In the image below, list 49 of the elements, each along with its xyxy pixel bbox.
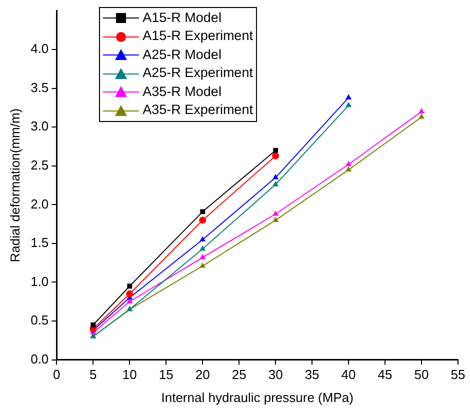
x-tick-label: 10 [122,367,137,382]
point [127,284,132,289]
y-tick-label: 1.5 [30,235,49,250]
y-axis-title: Radial deformation(mm/m) [7,108,22,262]
point [346,102,352,108]
point [272,174,279,180]
point [200,245,206,251]
legend-label: A25-R Experiment [142,64,253,82]
x-tick-label: 40 [341,367,356,382]
point [418,108,425,114]
y-tick-label: 4.0 [30,41,49,56]
y-tick-label: 0.5 [30,312,49,328]
x-tick-label: 45 [378,367,392,382]
x-tick-label: 15 [158,367,174,382]
point [346,94,352,100]
legend-label: A15-R Experiment [142,27,253,46]
y-tick-label: 2.0 [30,196,49,212]
point [272,181,279,186]
x-tick-label: 50 [414,367,429,382]
point [272,152,280,160]
point [346,160,352,166]
point [418,114,425,119]
y-tick-label: 3.0 [30,118,49,134]
y-tick-label: 1.0 [30,274,49,289]
x-tick-label: 20 [195,367,210,382]
legend-label: A35-R Experiment [142,101,253,120]
legend-label: A25-R Model [142,46,222,64]
x-tick-label: 30 [268,367,283,382]
point [200,254,206,260]
legend-label: A35-R Model [142,82,222,101]
point [200,262,206,268]
x-tick-label: 55 [450,367,466,382]
point [273,148,278,153]
x-tick-label: 0 [53,367,60,382]
point [199,216,206,224]
point [200,209,206,214]
y-tick-label: 3.5 [30,80,49,95]
point [90,322,96,328]
x-tick-label: 5 [90,367,97,382]
point [126,290,134,298]
x-tick-label: 35 [304,367,320,382]
y-tick-label: 2.5 [30,157,49,172]
point [346,166,352,172]
point [272,216,279,222]
legend-label: A15-R Model [142,8,222,27]
point [200,236,206,242]
x-axis-title: Internal hydraulic pressure (MPa) [161,390,354,405]
x-tick-label: 25 [232,367,246,382]
y-tick-label: 0.0 [30,351,49,366]
